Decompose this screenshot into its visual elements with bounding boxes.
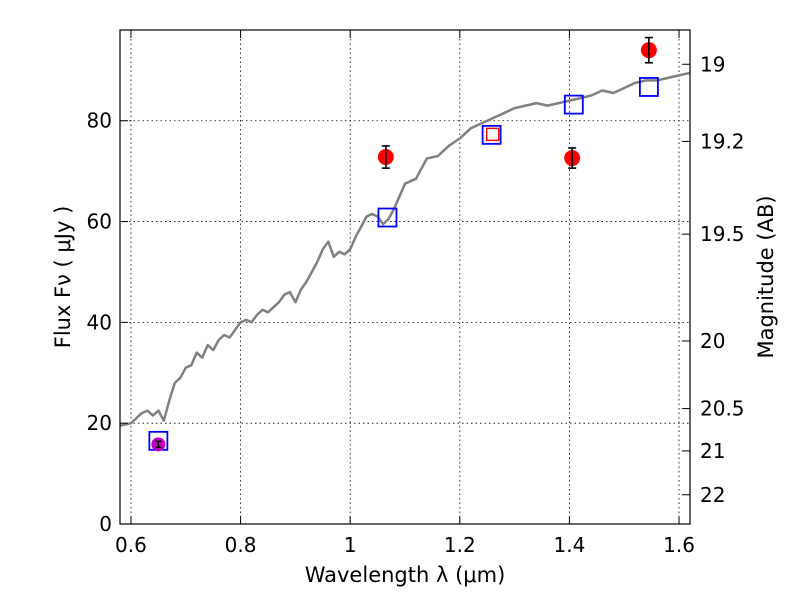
x-tick-label: 0.6	[115, 533, 147, 557]
tick-labels: 0.6 0.8 1 1.2 1.4 1.6 0 20 40 60 80 19 19.2 19.5 20 20.…	[87, 52, 745, 557]
y2-tick-label: 19.5	[700, 222, 745, 246]
y2-axis-label: Magnitude (AB)	[754, 195, 778, 358]
y-axis-label: Flux Fν ( μJy )	[51, 206, 75, 349]
x-tick-label: 1	[344, 533, 357, 557]
y2-tick-label: 19	[700, 52, 725, 76]
y-tick-label: 40	[87, 310, 112, 334]
y2-tick-label: 21	[700, 439, 725, 463]
data-layer	[120, 36, 690, 452]
y2-tick-label: 22	[700, 483, 725, 507]
y2-tick-label: 19.2	[700, 129, 745, 153]
y-tick-label: 80	[87, 109, 112, 133]
observed-point-open	[485, 127, 500, 142]
model-spectrum-line	[120, 71, 690, 427]
y2-tick-label: 20	[700, 329, 725, 353]
axis-ticks	[120, 30, 690, 525]
y-tick-label: 20	[87, 411, 112, 435]
grid-lines	[120, 30, 690, 525]
x-tick-label: 1.2	[444, 533, 476, 557]
y2-tick-label: 20.5	[700, 397, 745, 421]
plot-frame	[119, 29, 691, 525]
x-tick-label: 1.4	[554, 533, 586, 557]
x-tick-label: 0.8	[225, 533, 257, 557]
synthetic-point	[481, 124, 502, 145]
y-tick-label: 0	[99, 512, 112, 536]
synthetic-point	[563, 94, 584, 115]
x-tick-label: 1.6	[663, 533, 695, 557]
y-tick-label: 60	[87, 210, 112, 234]
synthetic-point	[638, 77, 659, 97]
x-axis-label: Wavelength λ (μm)	[305, 563, 506, 587]
synthetic-point	[377, 207, 398, 228]
